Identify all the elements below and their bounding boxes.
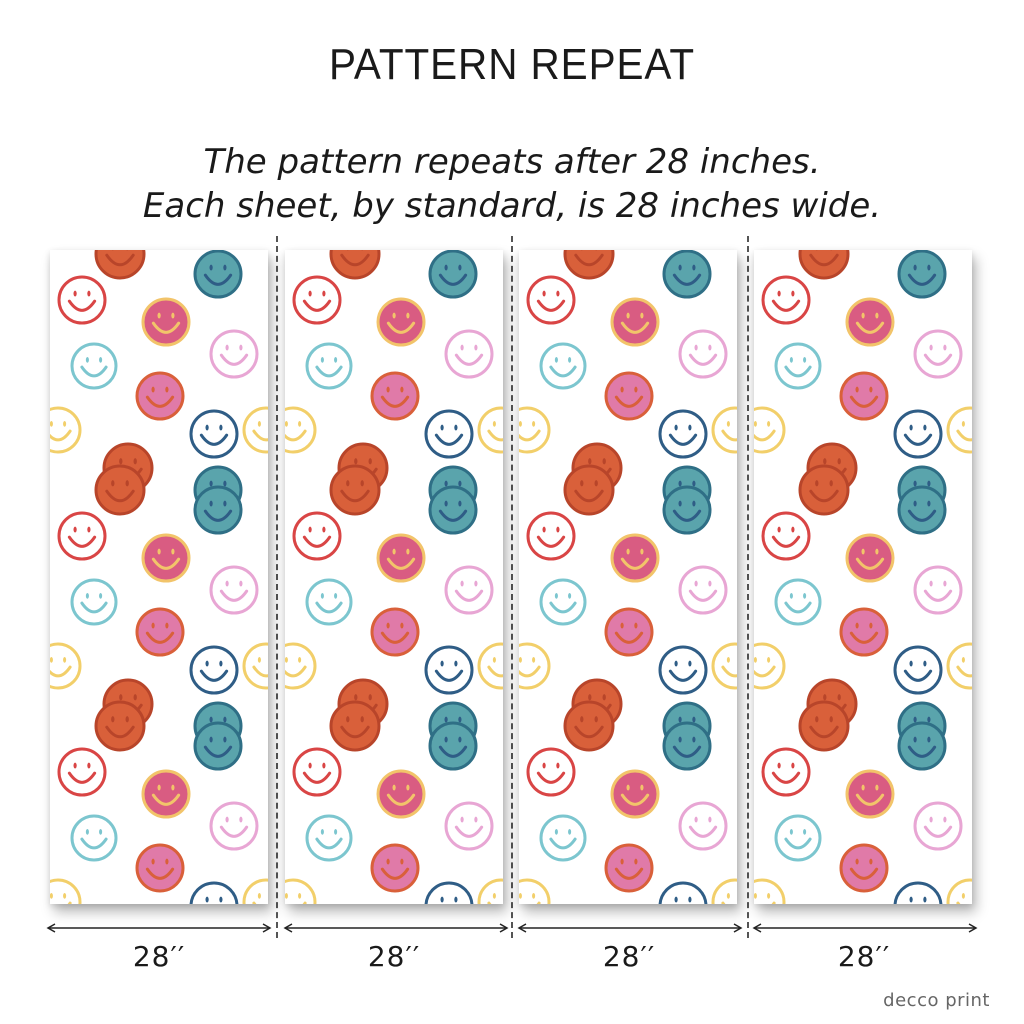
- width-dimension-arrow: [750, 920, 980, 940]
- sheet-divider: [276, 236, 278, 938]
- wallpaper-sheet-2: [285, 250, 503, 904]
- sheet-width-label: 28′′: [367, 940, 421, 973]
- wallpaper-sheet-3: [519, 250, 737, 904]
- smiley-pattern: [285, 250, 503, 904]
- width-dimension-arrow: [44, 920, 274, 940]
- smiley-pattern: [754, 250, 972, 904]
- sheet-divider: [511, 236, 513, 938]
- sheet-width-label: 28′′: [602, 940, 656, 973]
- width-dimension-arrow: [281, 920, 511, 940]
- brand-logo: decco print: [883, 990, 990, 1011]
- wallpaper-sheet-1: [50, 250, 268, 904]
- sheet-width-label: 28′′: [132, 940, 186, 973]
- sheet-width-label: 28′′: [837, 940, 891, 973]
- sheet-divider: [747, 236, 749, 938]
- page-title: PATTERN REPEAT: [328, 40, 695, 89]
- smiley-pattern: [519, 250, 737, 904]
- wallpaper-sheet-4: [754, 250, 972, 904]
- subtitle-line-1: The pattern repeats after 28 inches.: [203, 142, 821, 182]
- subtitle-line-2: Each sheet, by standard, is 28 inches wi…: [142, 186, 882, 226]
- width-dimension-arrow: [515, 920, 745, 940]
- smiley-pattern: [50, 250, 268, 904]
